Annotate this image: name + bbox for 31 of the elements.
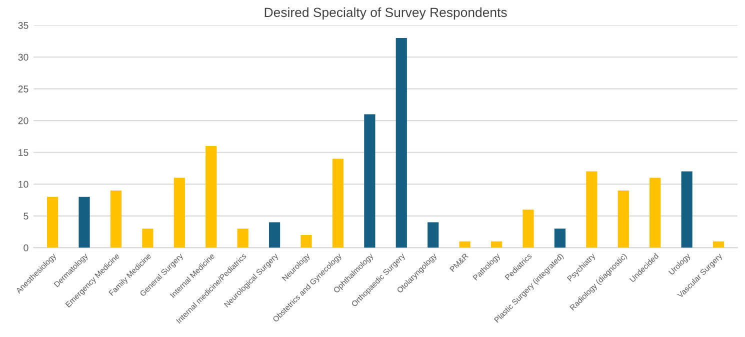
bar [712, 241, 724, 248]
bar [586, 171, 598, 248]
bar [332, 158, 344, 248]
bar [110, 190, 122, 248]
bar [650, 178, 661, 248]
chart-title: Desired Specialty of Survey Respondents [264, 7, 507, 20]
bar [206, 146, 217, 248]
bar [396, 38, 407, 248]
bar [554, 228, 566, 248]
bar [237, 228, 248, 248]
bar [490, 241, 502, 248]
bar [364, 114, 376, 248]
bar [268, 222, 280, 248]
bar [174, 178, 185, 248]
bar [78, 196, 90, 248]
y-tick-label: 25 [18, 86, 28, 92]
y-tick-label: 0 [24, 244, 28, 252]
y-tick-label: 30 [18, 54, 28, 61]
y-tick-label: 10 [18, 180, 28, 188]
y-tick-label: 35 [18, 22, 28, 29]
bar [459, 241, 470, 248]
y-tick-label: 5 [24, 212, 28, 220]
y-tick-label: 15 [18, 149, 28, 156]
bar [428, 222, 439, 248]
bar [681, 171, 692, 248]
y-tick-label: 20 [18, 117, 28, 124]
bar [522, 210, 534, 248]
bar [142, 228, 154, 248]
bar [618, 190, 629, 248]
bar [300, 234, 312, 248]
bar [47, 196, 58, 248]
